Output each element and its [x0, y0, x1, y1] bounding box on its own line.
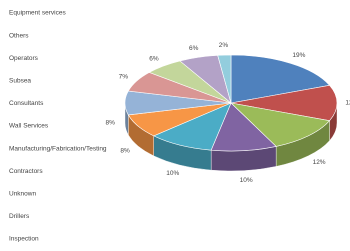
legend-label: Consultants: [9, 100, 44, 107]
data-label: 8%: [105, 120, 115, 127]
data-label: 7%: [119, 74, 129, 81]
data-label: 2%: [219, 42, 229, 49]
legend-label: Operators: [9, 55, 39, 62]
legend-label: Contractors: [9, 168, 43, 175]
legend-label: Manufacturing/Fabrication/Testing: [9, 145, 107, 152]
data-label: 12%: [313, 159, 326, 166]
pie-slice: [217, 54, 232, 104]
legend-label: Inspection: [9, 236, 39, 243]
data-label: 19%: [292, 52, 305, 59]
data-label: 10%: [166, 170, 179, 177]
legend-label: Subsea: [9, 78, 31, 85]
legend-label: Others: [9, 32, 29, 39]
data-label: 6%: [189, 45, 199, 52]
data-label: 10%: [240, 177, 253, 184]
legend-label: Unknown: [9, 191, 36, 198]
legend-label: Equipment services: [9, 10, 66, 17]
legend-label: Wall Services: [9, 123, 49, 130]
data-label: 8%: [120, 147, 130, 154]
data-label: 12%: [345, 100, 350, 107]
data-label: 6%: [149, 55, 159, 62]
pie-slice: [230, 54, 331, 104]
pie-slice: [230, 102, 331, 147]
pie-slice: [230, 85, 338, 121]
legend-label: Drillers: [9, 213, 30, 220]
